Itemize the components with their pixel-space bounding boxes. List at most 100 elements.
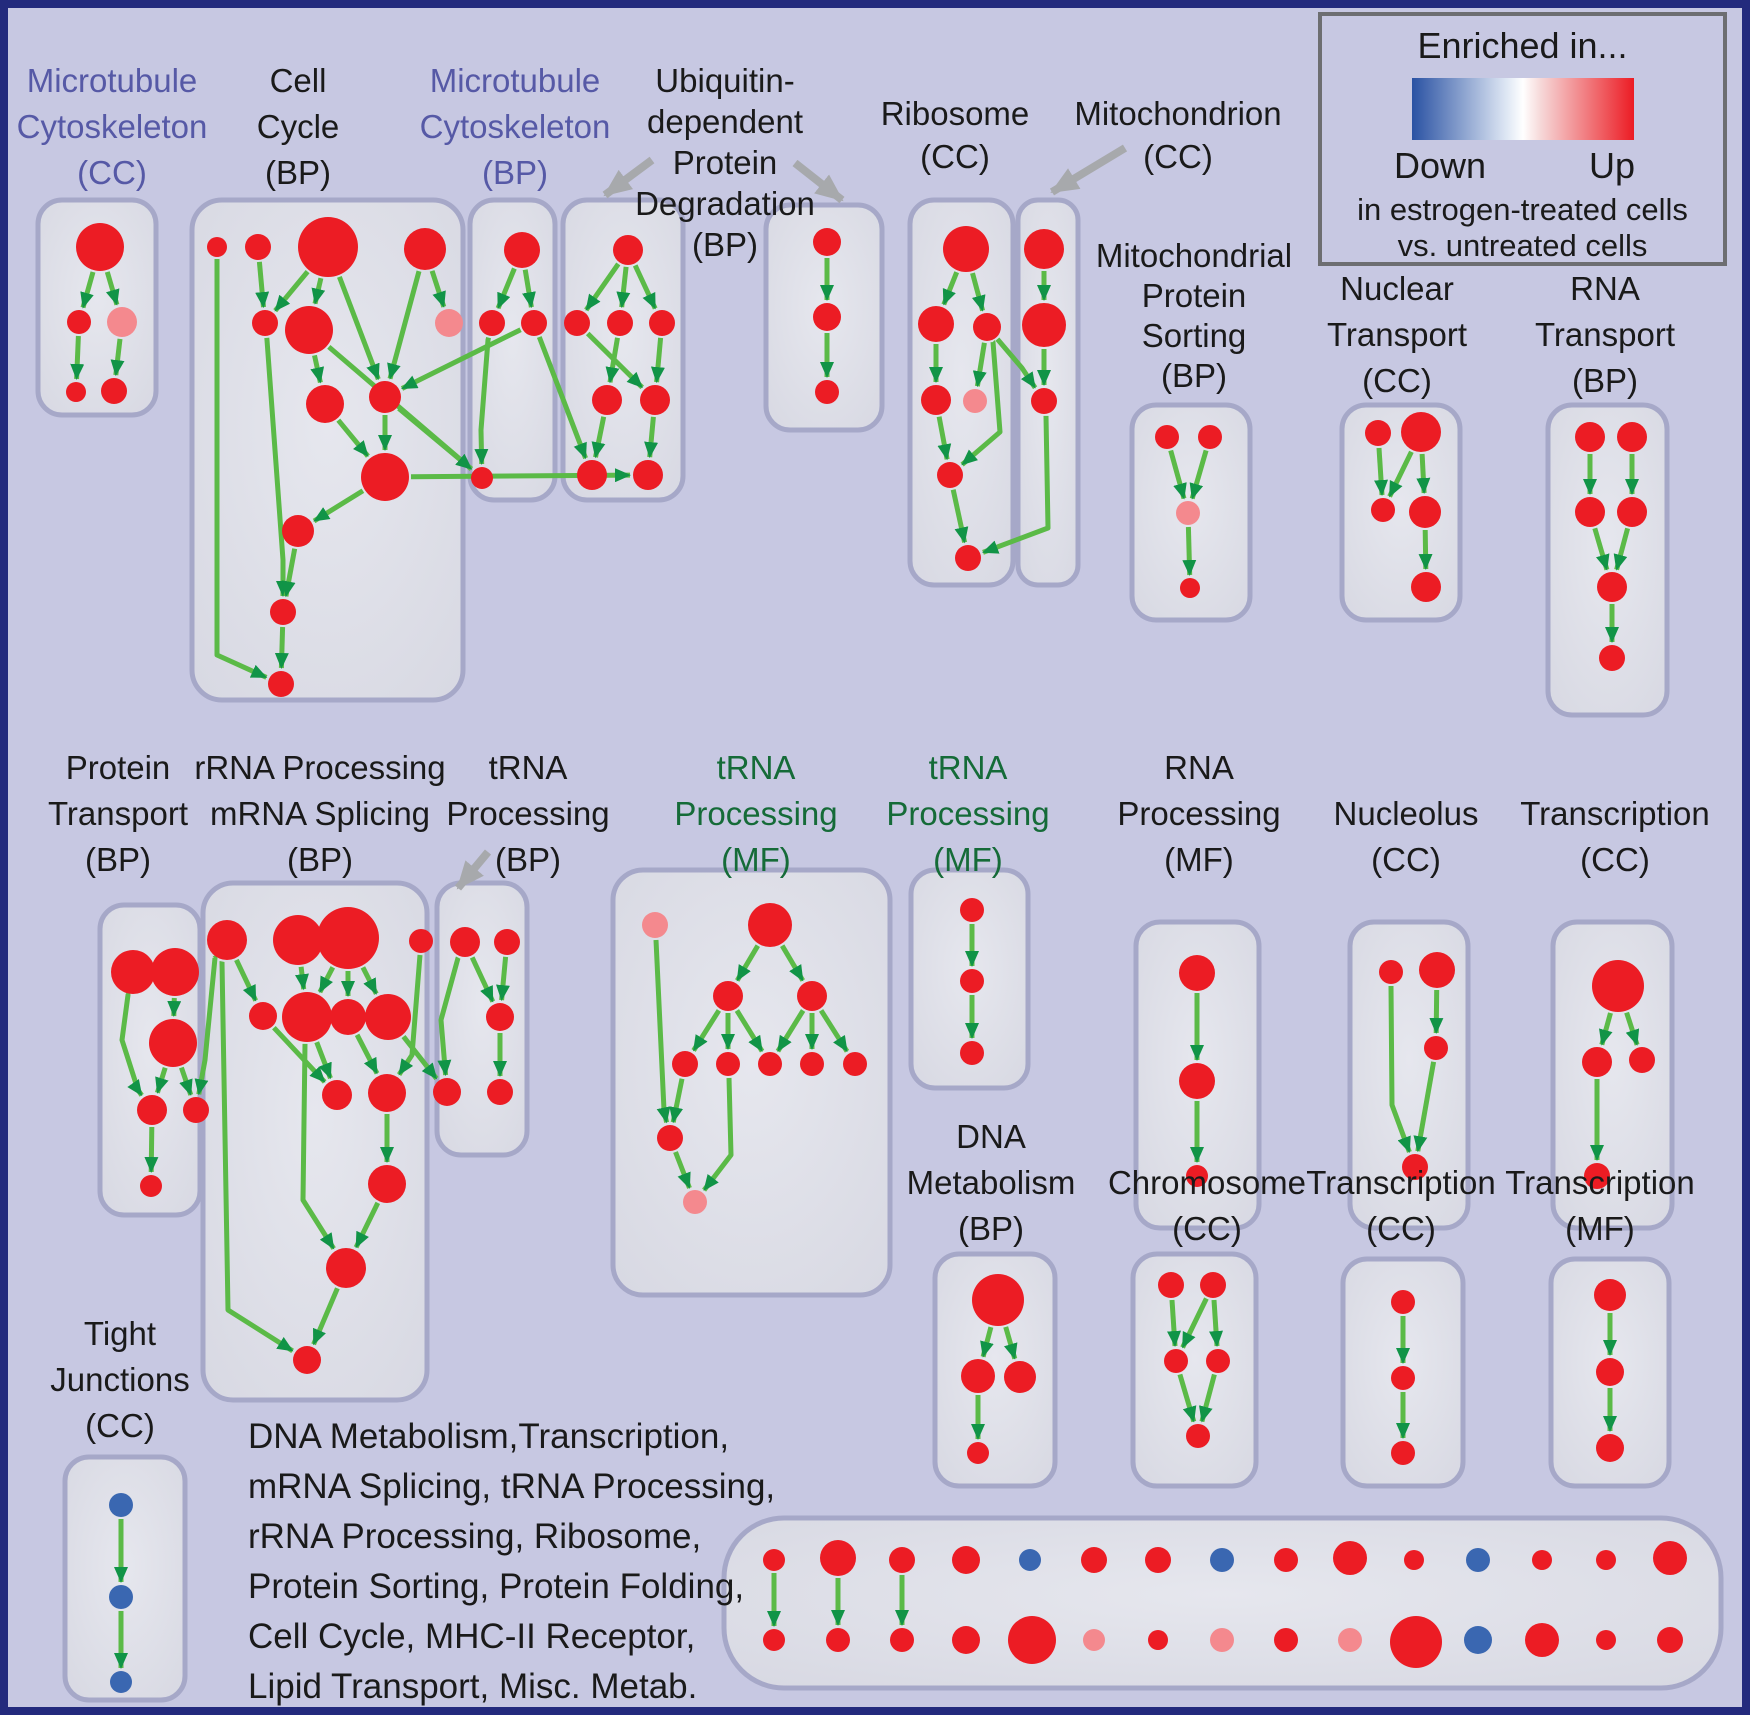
go-node-x8b: [1210, 1628, 1234, 1652]
go-node-n10: [657, 1125, 683, 1151]
legend-caption-line2: vs. untreated cells: [1398, 228, 1648, 263]
go-node-n4: [797, 981, 827, 1011]
go-node-l10: [368, 1074, 406, 1112]
edge-t4-t5: [1198, 1373, 1217, 1423]
edge-n1-n10: [653, 939, 671, 1124]
go-node-t2: [1200, 1272, 1226, 1298]
edge-r1-r2: [1599, 1012, 1613, 1046]
cluster-label-trna-processing-mf-2: tRNA Processing (MF): [886, 749, 1049, 878]
go-term-nodes: [66, 217, 1687, 1693]
edge-j3-j5: [1592, 527, 1610, 571]
edge-t1-t3: [1167, 1299, 1182, 1347]
cluster-label-nuclear-transport-cc: Nuclear Transport (CC): [1327, 270, 1467, 399]
go-node-c4: [471, 467, 493, 489]
edge-b4-b8: [387, 270, 422, 380]
go-node-d5: [592, 385, 622, 415]
go-node-i1: [1365, 420, 1391, 446]
edge-l5-l9: [272, 1025, 327, 1084]
go-node-n3: [713, 981, 743, 1011]
edge-t3-t5: [1177, 1373, 1197, 1423]
go-node-f5: [963, 389, 987, 413]
edge-i1-i3: [1374, 447, 1389, 496]
go-node-o2: [960, 969, 984, 993]
edge-q1-q4: [1388, 985, 1412, 1153]
go-node-d6: [577, 460, 607, 490]
box-dna-metabolism: [932, 1251, 1058, 1489]
go-node-q4: [1402, 1154, 1428, 1180]
edge-s1-s2: [980, 1326, 994, 1358]
go-node-b8: [369, 381, 401, 413]
edge-l3-l6: [317, 966, 336, 994]
go-node-j1: [1575, 422, 1605, 452]
go-node-e1: [813, 228, 841, 256]
go-node-w2: [109, 1585, 133, 1609]
go-node-m4: [433, 1078, 461, 1106]
go-node-x10t: [1333, 1541, 1367, 1575]
go-node-o3: [960, 1041, 984, 1065]
arrow-to-trna-bp: [454, 849, 492, 891]
go-node-x11b: [1390, 1616, 1442, 1668]
edge-m2-m3: [496, 956, 510, 1002]
legend: Enriched in... Down Up in estrogen-treated …: [1318, 12, 1727, 266]
go-node-x12b: [1464, 1626, 1492, 1654]
go-node-b9: [306, 385, 344, 423]
cluster-label-transcription-mf: Transcription (MF): [1505, 1164, 1695, 1247]
go-node-p3: [1186, 1165, 1208, 1187]
go-node-b7: [435, 309, 463, 337]
edge-i2-i4: [1416, 453, 1431, 494]
edge-c3-d6: [536, 336, 588, 460]
edge-l8-m4: [401, 1035, 439, 1081]
go-node-a1: [76, 223, 124, 271]
go-node-q3: [1424, 1036, 1448, 1060]
go-node-x1t: [763, 1549, 785, 1571]
edge-b3-b8: [337, 276, 381, 381]
go-node-n11: [683, 1190, 707, 1214]
edge-k2-k3: [167, 997, 182, 1017]
legend-gradient-bar: [1412, 78, 1634, 140]
cluster-labels: Microtubule Cytoskeleton (CC) Cell Cycle (BP)…: [17, 62, 1710, 1444]
go-node-b13: [268, 671, 294, 697]
go-node-i3: [1371, 498, 1395, 522]
go-node-j6: [1599, 645, 1625, 671]
go-node-x3b: [890, 1628, 914, 1652]
go-node-w3: [110, 1671, 132, 1693]
go-node-l2: [273, 915, 323, 965]
go-node-m2: [494, 929, 520, 955]
go-node-l11: [368, 1165, 406, 1203]
go-node-n8: [800, 1052, 824, 1076]
edge-c1-c3: [522, 269, 536, 309]
go-node-f1: [943, 226, 989, 272]
go-node-x11t: [1404, 1550, 1424, 1570]
go-node-p1: [1179, 955, 1215, 991]
edge-k3-k4: [155, 1067, 169, 1094]
go-node-n6: [716, 1052, 740, 1076]
go-node-n9: [843, 1052, 867, 1076]
go-node-u2: [1391, 1366, 1415, 1390]
edge-l2-l6: [295, 966, 309, 991]
cluster-label-trna-processing-bp: tRNA Processing (BP): [446, 749, 609, 878]
legend-title: Enriched in...: [1417, 25, 1627, 66]
go-node-f3: [973, 313, 1001, 341]
go-node-j5: [1597, 572, 1627, 602]
go-node-x14b: [1596, 1630, 1616, 1650]
edge-f3-f6: [960, 339, 1003, 467]
go-node-x10b: [1338, 1628, 1362, 1652]
box-microtubule-cc: [35, 197, 159, 418]
edge-l1-k5: [194, 955, 218, 1096]
go-node-b3: [298, 217, 358, 277]
cluster-label-chromosome-cc: Chromosome (CC): [1108, 1164, 1306, 1247]
go-node-f2: [918, 306, 954, 342]
go-node-l3: [317, 907, 379, 969]
edge-t2-t4: [1209, 1299, 1224, 1347]
edge-h3-h4: [1182, 526, 1197, 576]
edge-h1-h3: [1168, 449, 1187, 500]
go-node-h2: [1198, 425, 1222, 449]
go-node-k1: [111, 950, 155, 994]
edge-j4-j5: [1613, 527, 1631, 571]
go-node-r4: [1584, 1163, 1610, 1189]
edge-l1-l13: [219, 959, 294, 1354]
edge-h2-h3: [1189, 449, 1209, 500]
box-microtubule-bp: [467, 197, 558, 503]
edge-l6-l9: [314, 1041, 333, 1080]
go-node-p2: [1179, 1063, 1215, 1099]
